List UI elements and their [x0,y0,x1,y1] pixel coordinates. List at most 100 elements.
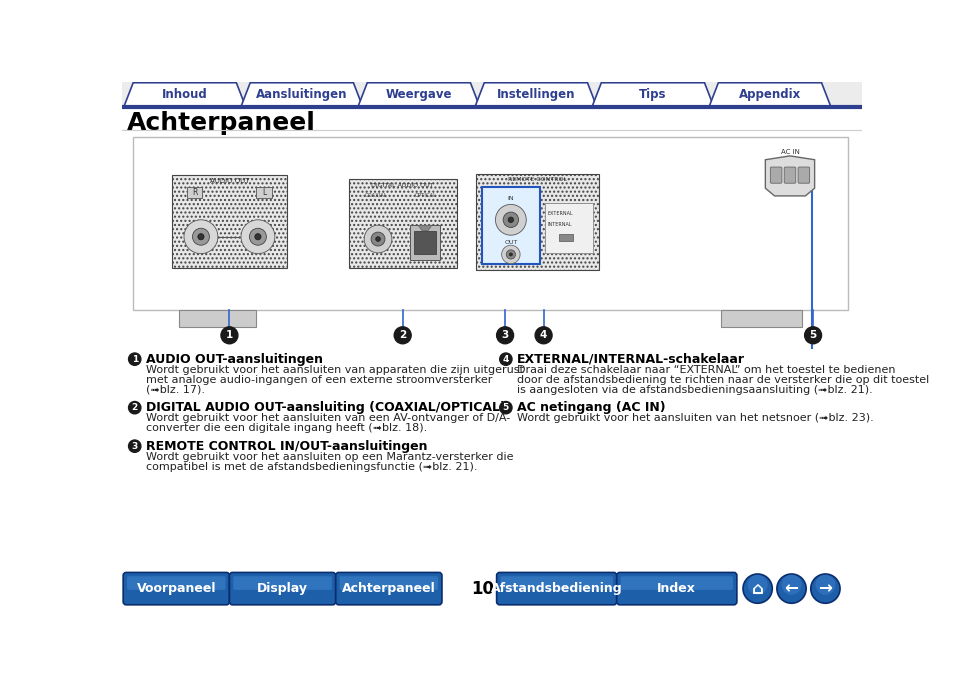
Polygon shape [241,83,363,107]
Circle shape [221,327,238,344]
Polygon shape [358,83,480,107]
Circle shape [815,575,835,595]
Text: DIGITAL AUDIO OUT-aansluiting (COAXIAL/OPTICAL): DIGITAL AUDIO OUT-aansluiting (COAXIAL/O… [146,401,505,414]
Text: Achterpaneel: Achterpaneel [127,111,316,135]
Circle shape [184,220,218,253]
FancyBboxPatch shape [414,232,436,255]
Circle shape [500,353,512,365]
Circle shape [506,250,516,259]
Text: Wordt gebruikt voor het aansluiten van apparaten die zijn uitgerust: Wordt gebruikt voor het aansluiten van a… [146,365,523,375]
FancyBboxPatch shape [496,572,616,604]
Circle shape [364,225,392,253]
FancyBboxPatch shape [340,576,438,590]
Circle shape [192,228,209,245]
FancyBboxPatch shape [545,203,593,253]
FancyBboxPatch shape [123,572,861,606]
FancyBboxPatch shape [559,234,573,241]
Circle shape [804,327,822,344]
Text: REMOTE CONTROL IN/OUT-aansluitingen: REMOTE CONTROL IN/OUT-aansluitingen [146,440,427,453]
Circle shape [777,574,806,603]
Circle shape [375,237,380,241]
Text: met analoge audio-ingangen of een externe stroomversterker: met analoge audio-ingangen of een extern… [146,375,492,385]
Circle shape [129,440,141,452]
Text: DIGITAL AUDIO OUT: DIGITAL AUDIO OUT [372,182,434,188]
Circle shape [496,327,514,344]
Text: 1: 1 [226,331,233,340]
FancyBboxPatch shape [180,310,256,327]
FancyBboxPatch shape [798,167,809,183]
Circle shape [250,228,266,245]
Circle shape [198,234,204,240]
Text: Achterpaneel: Achterpaneel [342,582,436,595]
Text: Draai deze schakelaar naar “EXTERNAL” om het toestel te bedienen: Draai deze schakelaar naar “EXTERNAL” om… [516,365,895,375]
Circle shape [395,327,411,344]
Text: REMOTE CONTROL: REMOTE CONTROL [508,178,567,182]
FancyBboxPatch shape [123,572,229,604]
Circle shape [129,402,141,414]
Text: AUDIO OUT: AUDIO OUT [209,178,250,184]
Circle shape [500,402,512,414]
Polygon shape [592,83,713,107]
Text: →: → [819,580,832,598]
FancyBboxPatch shape [123,82,861,107]
FancyBboxPatch shape [500,576,612,590]
Polygon shape [124,83,246,107]
FancyBboxPatch shape [256,187,272,198]
FancyBboxPatch shape [784,167,796,183]
Circle shape [748,575,768,595]
Circle shape [781,575,802,595]
FancyBboxPatch shape [410,225,440,260]
Text: 10: 10 [471,580,494,598]
Text: ←: ← [784,580,799,598]
Circle shape [241,220,275,253]
Text: 2: 2 [399,331,406,340]
Circle shape [495,204,526,235]
Text: Voorpaneel: Voorpaneel [136,582,216,595]
Polygon shape [475,83,597,107]
Circle shape [129,353,141,365]
FancyBboxPatch shape [348,179,457,268]
Text: Display: Display [257,582,308,595]
Circle shape [502,245,520,264]
FancyBboxPatch shape [620,576,733,590]
FancyBboxPatch shape [476,173,599,270]
Text: 3: 3 [132,442,138,451]
FancyBboxPatch shape [187,187,203,198]
Circle shape [508,217,514,223]
FancyBboxPatch shape [721,310,802,327]
Text: 4: 4 [503,354,509,363]
Text: EXTERNAL: EXTERNAL [547,211,573,216]
Text: 5: 5 [503,403,509,412]
Polygon shape [765,156,815,196]
Circle shape [811,574,840,603]
Text: 1: 1 [132,354,138,363]
Text: IN: IN [508,196,515,201]
Text: EXTERNAL/INTERNAL-schakelaar: EXTERNAL/INTERNAL-schakelaar [516,352,745,365]
Text: L: L [262,189,266,197]
Text: 4: 4 [540,331,547,340]
Text: 2: 2 [132,403,138,412]
FancyBboxPatch shape [336,572,442,604]
Text: R: R [192,189,198,197]
Text: Index: Index [658,582,696,595]
Circle shape [743,574,772,603]
FancyBboxPatch shape [172,175,287,268]
Text: Inhoud: Inhoud [162,88,207,101]
FancyBboxPatch shape [770,167,781,183]
Text: Instellingen: Instellingen [496,88,575,101]
Circle shape [372,232,385,246]
Text: OPTICAL: OPTICAL [415,193,437,199]
Text: Wordt gebruikt voor het aansluiten op een Marantz-versterker die: Wordt gebruikt voor het aansluiten op ee… [146,452,513,462]
Text: 5: 5 [809,331,817,340]
FancyBboxPatch shape [233,576,332,590]
Text: is aangesloten via de afstandsbedieningsaansluiting (➟blz. 21).: is aangesloten via de afstandsbedienings… [516,385,873,395]
Circle shape [535,327,552,344]
FancyBboxPatch shape [229,572,336,604]
FancyBboxPatch shape [482,187,540,264]
Text: INTERNAL: INTERNAL [547,222,572,227]
Polygon shape [709,83,830,107]
Text: Afstandsbediening: Afstandsbediening [491,582,622,595]
Circle shape [510,253,513,256]
Text: AC netingang (AC IN): AC netingang (AC IN) [516,401,665,414]
Text: AC IN: AC IN [780,149,800,155]
